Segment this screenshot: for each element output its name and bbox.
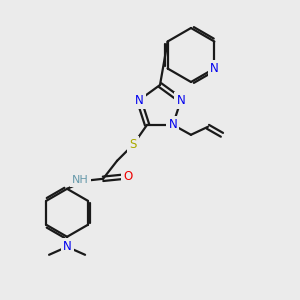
Text: N: N [135,94,143,107]
Text: N: N [169,118,177,131]
Text: N: N [63,240,71,253]
Text: N: N [210,62,219,75]
Text: N: N [176,94,185,107]
Text: S: S [129,138,137,151]
Text: NH: NH [72,175,88,185]
Text: O: O [123,170,133,183]
